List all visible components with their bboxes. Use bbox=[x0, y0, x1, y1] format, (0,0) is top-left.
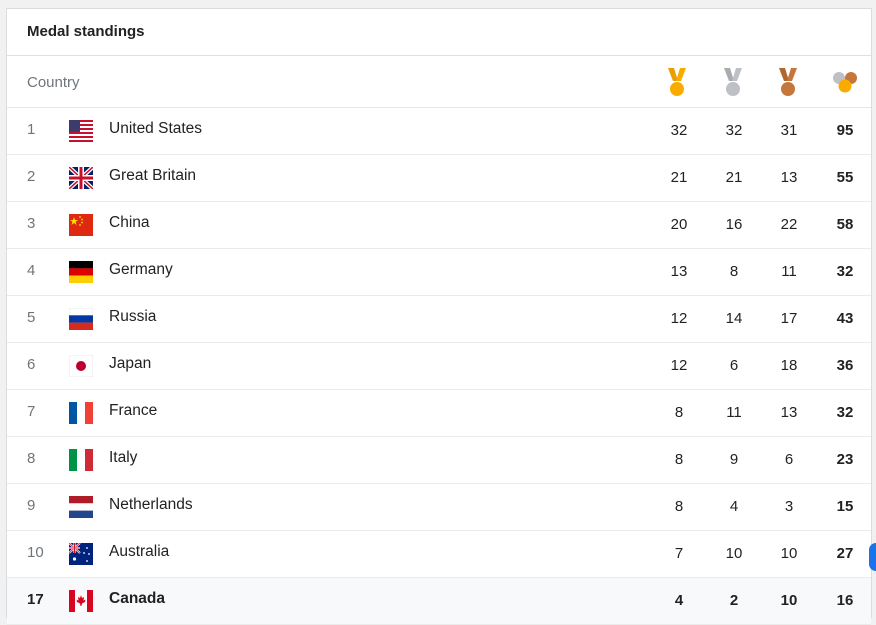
rank-cell: 9 bbox=[27, 497, 36, 514]
country-name: Canada bbox=[109, 590, 165, 607]
netherlands-flag-icon bbox=[69, 496, 93, 518]
gold-count: 8 bbox=[674, 451, 684, 468]
table-row[interactable]: 4 Germany 13 8 11 32 bbox=[7, 249, 871, 296]
bronze-count: 31 bbox=[780, 122, 798, 139]
bronze-count: 13 bbox=[780, 404, 798, 421]
silver-count: 11 bbox=[726, 404, 742, 421]
rank-cell: 7 bbox=[27, 403, 36, 420]
rank-cell: 3 bbox=[27, 215, 36, 232]
card-title: Medal standings bbox=[7, 9, 871, 56]
germany-flag-icon bbox=[69, 261, 93, 283]
bronze-count: 10 bbox=[780, 545, 798, 562]
rank-cell: 5 bbox=[27, 309, 36, 326]
rank-cell: 17 bbox=[27, 591, 44, 608]
country-name: Australia bbox=[109, 543, 170, 560]
country-name: Russia bbox=[109, 308, 157, 325]
china-flag-icon bbox=[69, 214, 93, 236]
total-count: 32 bbox=[836, 404, 854, 421]
country-name: Netherlands bbox=[109, 496, 193, 513]
bronze-medal-icon bbox=[779, 68, 797, 96]
rank-cell: 6 bbox=[27, 356, 36, 373]
table-row[interactable]: 5 Russia 12 14 17 43 bbox=[7, 296, 871, 343]
table-row[interactable]: 3 China 20 16 22 58 bbox=[7, 202, 871, 249]
country-name: Italy bbox=[109, 449, 138, 466]
country-name: China bbox=[109, 214, 150, 231]
table-row[interactable]: 1 United States 32 32 31 95 bbox=[7, 108, 871, 155]
table-header: Country bbox=[7, 56, 871, 108]
canada-flag-icon bbox=[69, 590, 93, 612]
gold-count: 12 bbox=[670, 310, 688, 327]
total-count: 43 bbox=[836, 310, 854, 327]
gold-count: 8 bbox=[674, 498, 684, 515]
us-flag-icon bbox=[69, 120, 93, 142]
total-count: 36 bbox=[836, 357, 854, 374]
gold-count: 32 bbox=[670, 122, 688, 139]
country-column-header: Country bbox=[27, 74, 80, 91]
russia-flag-icon bbox=[69, 308, 93, 330]
silver-count: 10 bbox=[725, 545, 743, 562]
rank-cell: 4 bbox=[27, 262, 36, 279]
silver-count: 21 bbox=[725, 169, 743, 186]
total-medals-icon bbox=[833, 72, 857, 93]
country-name: Germany bbox=[109, 261, 173, 278]
table-row[interactable]: 7 France 8 11 13 32 bbox=[7, 390, 871, 437]
medal-standings-card: Medal standings Country 1 United States 32… bbox=[6, 8, 872, 625]
gold-count: 12 bbox=[670, 357, 688, 374]
table-row[interactable]: 2 Great Britain 21 21 13 55 bbox=[7, 155, 871, 202]
total-count: 95 bbox=[836, 122, 854, 139]
bronze-count: 17 bbox=[780, 310, 798, 327]
bronze-count: 13 bbox=[780, 169, 798, 186]
bronze-count: 6 bbox=[784, 451, 794, 468]
gold-count: 21 bbox=[670, 169, 688, 186]
total-count: 27 bbox=[836, 545, 854, 562]
table-row[interactable]: 8 Italy 8 9 6 23 bbox=[7, 437, 871, 484]
rank-cell: 1 bbox=[27, 121, 36, 138]
table-row[interactable]: 9 Netherlands 8 4 3 15 bbox=[7, 484, 871, 531]
bronze-count: 3 bbox=[784, 498, 794, 515]
bronze-count: 22 bbox=[780, 216, 798, 233]
country-name: United States bbox=[109, 120, 203, 137]
france-flag-icon bbox=[69, 402, 93, 424]
silver-count: 8 bbox=[729, 263, 739, 280]
gold-count: 13 bbox=[670, 263, 688, 280]
japan-flag-icon bbox=[69, 355, 93, 377]
gold-count: 8 bbox=[674, 404, 684, 421]
total-count: 16 bbox=[836, 592, 854, 609]
total-count: 32 bbox=[836, 263, 854, 280]
total-count: 55 bbox=[836, 169, 854, 186]
gold-count: 20 bbox=[670, 216, 688, 233]
silver-count: 16 bbox=[725, 216, 743, 233]
silver-count: 9 bbox=[729, 451, 739, 468]
country-name: Great Britain bbox=[109, 167, 197, 184]
table-row[interactable]: 10 Australia 7 10 10 27 bbox=[7, 531, 871, 578]
total-count: 23 bbox=[836, 451, 854, 468]
silver-count: 4 bbox=[729, 498, 739, 515]
bronze-count: 11 bbox=[781, 263, 797, 280]
rank-cell: 8 bbox=[27, 450, 36, 467]
country-name: France bbox=[109, 402, 158, 419]
country-name: Japan bbox=[109, 355, 152, 372]
italy-flag-icon bbox=[69, 449, 93, 471]
rank-cell: 2 bbox=[27, 168, 36, 185]
gold-count: 4 bbox=[674, 592, 684, 609]
rank-cell: 10 bbox=[27, 544, 44, 561]
gold-medal-icon bbox=[668, 68, 686, 96]
silver-count: 32 bbox=[725, 122, 743, 139]
silver-count: 6 bbox=[729, 357, 739, 374]
side-panel-handle[interactable] bbox=[869, 543, 876, 571]
gb-flag-icon bbox=[69, 167, 93, 189]
silver-medal-icon bbox=[724, 68, 742, 96]
table-row[interactable]: 6 Japan 12 6 18 36 bbox=[7, 343, 871, 390]
bronze-count: 18 bbox=[780, 357, 798, 374]
gold-count: 7 bbox=[674, 545, 684, 562]
total-count: 15 bbox=[836, 498, 854, 515]
silver-count: 14 bbox=[725, 310, 743, 327]
standings-table-body: 1 United States 32 32 31 95 2 Great Britain 21 21… bbox=[7, 108, 871, 625]
total-count: 58 bbox=[836, 216, 854, 233]
australia-flag-icon bbox=[69, 543, 93, 565]
silver-count: 2 bbox=[729, 592, 739, 609]
bronze-count: 10 bbox=[780, 592, 798, 609]
